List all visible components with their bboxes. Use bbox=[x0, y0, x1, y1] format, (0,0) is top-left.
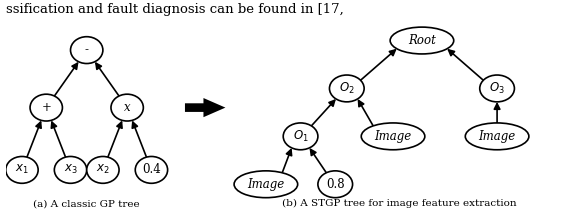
Text: $x_1$: $x_1$ bbox=[15, 163, 29, 176]
Ellipse shape bbox=[234, 171, 298, 198]
Ellipse shape bbox=[361, 123, 425, 150]
Ellipse shape bbox=[283, 123, 318, 150]
Ellipse shape bbox=[30, 94, 62, 121]
Text: +: + bbox=[41, 101, 51, 114]
Text: $x_2$: $x_2$ bbox=[96, 163, 110, 176]
Text: $x_3$: $x_3$ bbox=[64, 163, 77, 176]
Text: 0.8: 0.8 bbox=[326, 178, 344, 191]
Ellipse shape bbox=[318, 171, 353, 198]
Text: Image: Image bbox=[247, 178, 284, 191]
Text: (a) A classic GP tree: (a) A classic GP tree bbox=[34, 199, 140, 208]
Ellipse shape bbox=[54, 156, 87, 183]
Text: Root: Root bbox=[408, 34, 436, 47]
Ellipse shape bbox=[6, 156, 38, 183]
Ellipse shape bbox=[71, 37, 103, 64]
Text: x: x bbox=[124, 101, 131, 114]
Text: 0.4: 0.4 bbox=[142, 163, 161, 176]
Ellipse shape bbox=[111, 94, 143, 121]
Text: $O_1$: $O_1$ bbox=[292, 129, 309, 144]
Text: $O_3$: $O_3$ bbox=[489, 81, 505, 96]
Ellipse shape bbox=[87, 156, 119, 183]
Ellipse shape bbox=[135, 156, 168, 183]
Ellipse shape bbox=[480, 75, 514, 102]
Ellipse shape bbox=[390, 27, 454, 54]
Ellipse shape bbox=[465, 123, 529, 150]
Text: ssification and fault diagnosis can be found in [17,: ssification and fault diagnosis can be f… bbox=[6, 3, 343, 16]
Text: -: - bbox=[85, 44, 88, 57]
Text: Image: Image bbox=[375, 130, 412, 143]
Text: Image: Image bbox=[479, 130, 516, 143]
Text: (b) A STGP tree for image feature extraction: (b) A STGP tree for image feature extrac… bbox=[281, 199, 516, 208]
Polygon shape bbox=[185, 98, 225, 117]
Text: $O_2$: $O_2$ bbox=[339, 81, 355, 96]
Ellipse shape bbox=[329, 75, 364, 102]
